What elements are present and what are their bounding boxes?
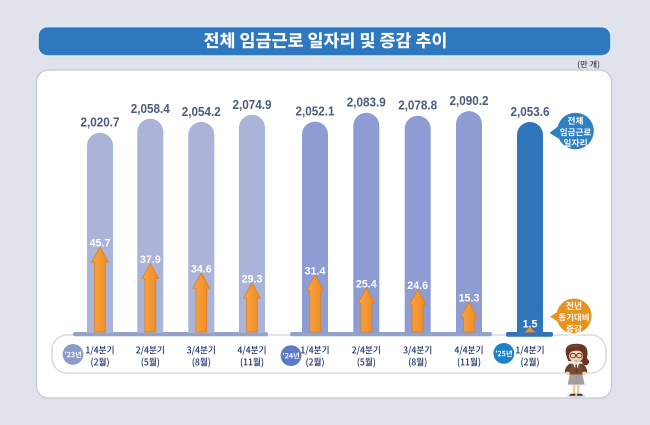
svg-text:2,078.8: 2,078.8 [398, 98, 437, 113]
svg-text:2,054.2: 2,054.2 [182, 104, 221, 119]
svg-text:15.3: 15.3 [459, 292, 480, 304]
svg-text:25.4: 25.4 [356, 278, 377, 290]
svg-text:2,053.6: 2,053.6 [511, 104, 550, 119]
svg-text:45.7: 45.7 [90, 237, 111, 249]
svg-text:29.3: 29.3 [242, 273, 263, 285]
svg-text:24.6: 24.6 [407, 280, 428, 292]
svg-text:2,052.1: 2,052.1 [296, 104, 335, 119]
svg-text:31.4: 31.4 [305, 265, 326, 277]
svg-text:34.6: 34.6 [191, 263, 212, 275]
svg-text:2,083.9: 2,083.9 [347, 95, 386, 110]
svg-text:2,058.4: 2,058.4 [131, 101, 171, 116]
svg-text:2,020.7: 2,020.7 [81, 115, 120, 130]
svg-text:1.5: 1.5 [523, 318, 538, 330]
svg-text:37.9: 37.9 [140, 254, 161, 266]
svg-text:2,074.9: 2,074.9 [233, 97, 272, 112]
svg-text:2,090.2: 2,090.2 [450, 93, 489, 108]
